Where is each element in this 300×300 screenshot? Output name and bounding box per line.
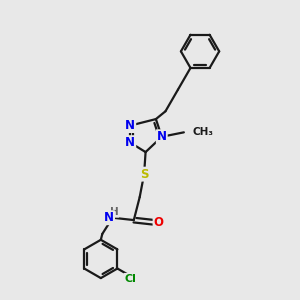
Text: N: N bbox=[125, 119, 135, 132]
Text: H: H bbox=[110, 207, 118, 217]
Text: N: N bbox=[125, 136, 135, 149]
Text: Cl: Cl bbox=[124, 274, 136, 284]
Text: O: O bbox=[154, 216, 164, 229]
Text: N: N bbox=[104, 211, 114, 224]
Text: S: S bbox=[140, 168, 148, 181]
Text: CH₃: CH₃ bbox=[193, 127, 214, 137]
Text: N: N bbox=[157, 130, 167, 143]
